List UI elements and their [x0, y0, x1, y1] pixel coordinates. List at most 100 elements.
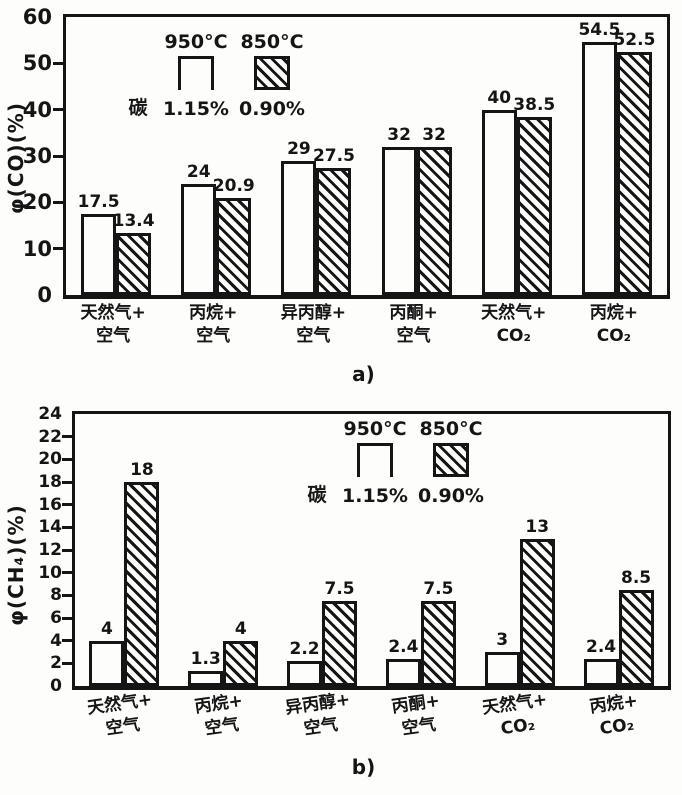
- bar-value-label: 2.2: [289, 639, 320, 660]
- bar-value-label: 32: [387, 124, 411, 145]
- y-tick-mark: [62, 503, 72, 507]
- y-tick-mark: [62, 661, 72, 665]
- legend-label-950: 950°C: [164, 31, 228, 53]
- bar-group: 2.4 7.5: [371, 580, 470, 686]
- y-tick-label: 50: [22, 51, 52, 76]
- bar-with-label: 18: [124, 460, 160, 686]
- bar-group: 1.3 4: [174, 619, 273, 686]
- y-tick-label: 8: [50, 585, 62, 606]
- x-category-label: 天然气+ 空气: [86, 689, 154, 740]
- bar-with-label: 38.5: [513, 95, 555, 295]
- bar-with-label: 32: [416, 124, 452, 295]
- bar-value-label: 1.3: [190, 649, 221, 670]
- legend-label-950: 950°C: [343, 418, 407, 440]
- x-category-label: 天然气+ CO₂: [481, 303, 547, 346]
- bar-with-label: 40: [481, 88, 517, 295]
- bar-850c: [616, 51, 652, 295]
- y-tick-label: 30: [22, 144, 52, 168]
- x-category-label: 丙酮+ 空气: [389, 303, 438, 346]
- bar-with-label: 27.5: [313, 146, 355, 295]
- bar-with-label: 1.3: [188, 649, 224, 686]
- bar-value-label: 3: [496, 630, 509, 650]
- y-tick-mark: [62, 616, 72, 620]
- bar-950c: [89, 640, 125, 686]
- y-tick-label: 14: [38, 517, 62, 538]
- bar-groups: 4 18 1.3 4 2.2 7.5 2.4 7.5 3 13 2.4 8.5: [75, 414, 668, 686]
- bar-with-label: 24: [181, 161, 217, 295]
- legend-carbon-850: 0.90%: [239, 98, 305, 120]
- x-category-label: 丙酮+ 空气: [390, 690, 442, 740]
- y-axis: 24 22 20 18 16 14 12 10 8 6 4 2 0: [22, 404, 68, 696]
- bar-with-label: 7.5: [322, 579, 358, 686]
- bar-950c: [583, 658, 619, 686]
- chart-b: φ(CH₄)(%) 24 22 20 18 16 14 12 10 8 6 4 2 0 4 18 1.3 4 2…: [0, 395, 682, 795]
- y-tick-mark: [53, 61, 63, 65]
- y-tick-label: 10: [38, 562, 62, 583]
- bar-850c: [416, 146, 452, 295]
- bar-950c: [181, 183, 217, 295]
- bar-group: 3 13: [470, 517, 569, 686]
- y-tick-mark: [62, 457, 72, 461]
- bar-with-label: 13: [519, 517, 555, 686]
- y-tick-mark: [53, 247, 63, 251]
- bar-950c: [188, 671, 224, 686]
- legend-carbon-label: 碳: [307, 484, 327, 506]
- bar-850c: [216, 198, 252, 295]
- y-tick-mark: [53, 108, 63, 112]
- legend: 950°C 850°C 碳 1.15% 0.90%: [303, 418, 483, 507]
- bar-850c: [223, 640, 259, 686]
- bar-with-label: 54.5: [578, 21, 620, 295]
- bar-value-label: 27.5: [312, 145, 355, 166]
- y-tick-mark: [62, 571, 72, 575]
- bar-group: 24 20.9: [166, 161, 266, 295]
- y-tick-label: 20: [22, 190, 52, 215]
- bar-950c: [81, 213, 117, 295]
- y-tick-label: 24: [38, 404, 62, 424]
- y-tick-label: 20: [38, 449, 62, 470]
- bar-850c: [516, 116, 552, 295]
- bar-950c: [281, 160, 317, 295]
- bar-950c: [287, 661, 323, 686]
- x-category-label: 天然气+ 空气: [80, 303, 146, 346]
- bar-value-label: 8.5: [620, 567, 652, 588]
- chart-caption: a): [352, 362, 375, 386]
- y-tick-label: 0: [37, 283, 52, 307]
- x-axis-labels: 天然气+ 空气 丙烷+ 空气 异丙醇+ 空气 丙酮+ 空气 天然气+ CO₂ 丙烷+ CO…: [72, 690, 665, 739]
- y-tick-label: 60: [22, 5, 52, 29]
- bar-with-label: 17.5: [78, 192, 120, 295]
- y-tick-mark: [53, 200, 63, 204]
- bar-value-label: 32: [422, 124, 446, 145]
- legend-label-850: 850°C: [240, 31, 304, 53]
- y-tick-label: 0: [50, 676, 62, 696]
- bar-group: 32 32: [367, 124, 467, 295]
- legend-label-850: 850°C: [419, 418, 483, 440]
- legend-swatch-hatched-icon: [433, 443, 469, 477]
- chart-caption: b): [351, 755, 376, 779]
- y-tick-label: 2: [50, 653, 62, 674]
- bar-with-label: 2.2: [287, 639, 323, 686]
- bar-with-label: 20.9: [213, 177, 255, 295]
- bar-value-label: 38.5: [513, 94, 556, 115]
- legend: 950°C 850°C 碳 1.15% 0.90%: [124, 31, 304, 120]
- bar-group: 4 18: [75, 461, 174, 686]
- plot-area: 4 18 1.3 4 2.2 7.5 2.4 7.5 3 13 2.4 8.5 950°C 850°C…: [62, 411, 671, 690]
- y-tick-mark: [62, 593, 72, 597]
- bar-value-label: 18: [130, 460, 154, 480]
- bar-850c: [519, 538, 555, 686]
- y-tick-mark: [62, 435, 72, 439]
- y-axis: 60 50 40 30 20 10 0: [12, 6, 58, 306]
- bar-value-label: 7.5: [324, 579, 355, 599]
- bar-value-label: 24: [186, 161, 211, 182]
- legend-swatch-open-icon: [178, 56, 214, 90]
- bar-value-label: 4: [100, 618, 113, 639]
- y-tick-mark: [62, 548, 72, 552]
- bar-with-label: 2.4: [385, 637, 421, 686]
- chart-a: φ(CO)(%) 60 50 40 30 20 10 0 17.5 13.4 24 20.9 29 2…: [0, 0, 682, 395]
- bar-850c: [316, 167, 352, 295]
- y-tick-mark: [62, 525, 72, 529]
- bar-950c: [484, 652, 520, 686]
- y-tick-label: 12: [38, 540, 62, 560]
- bar-value-label: 52.5: [613, 29, 656, 50]
- bar-group: 40 38.5: [467, 88, 567, 295]
